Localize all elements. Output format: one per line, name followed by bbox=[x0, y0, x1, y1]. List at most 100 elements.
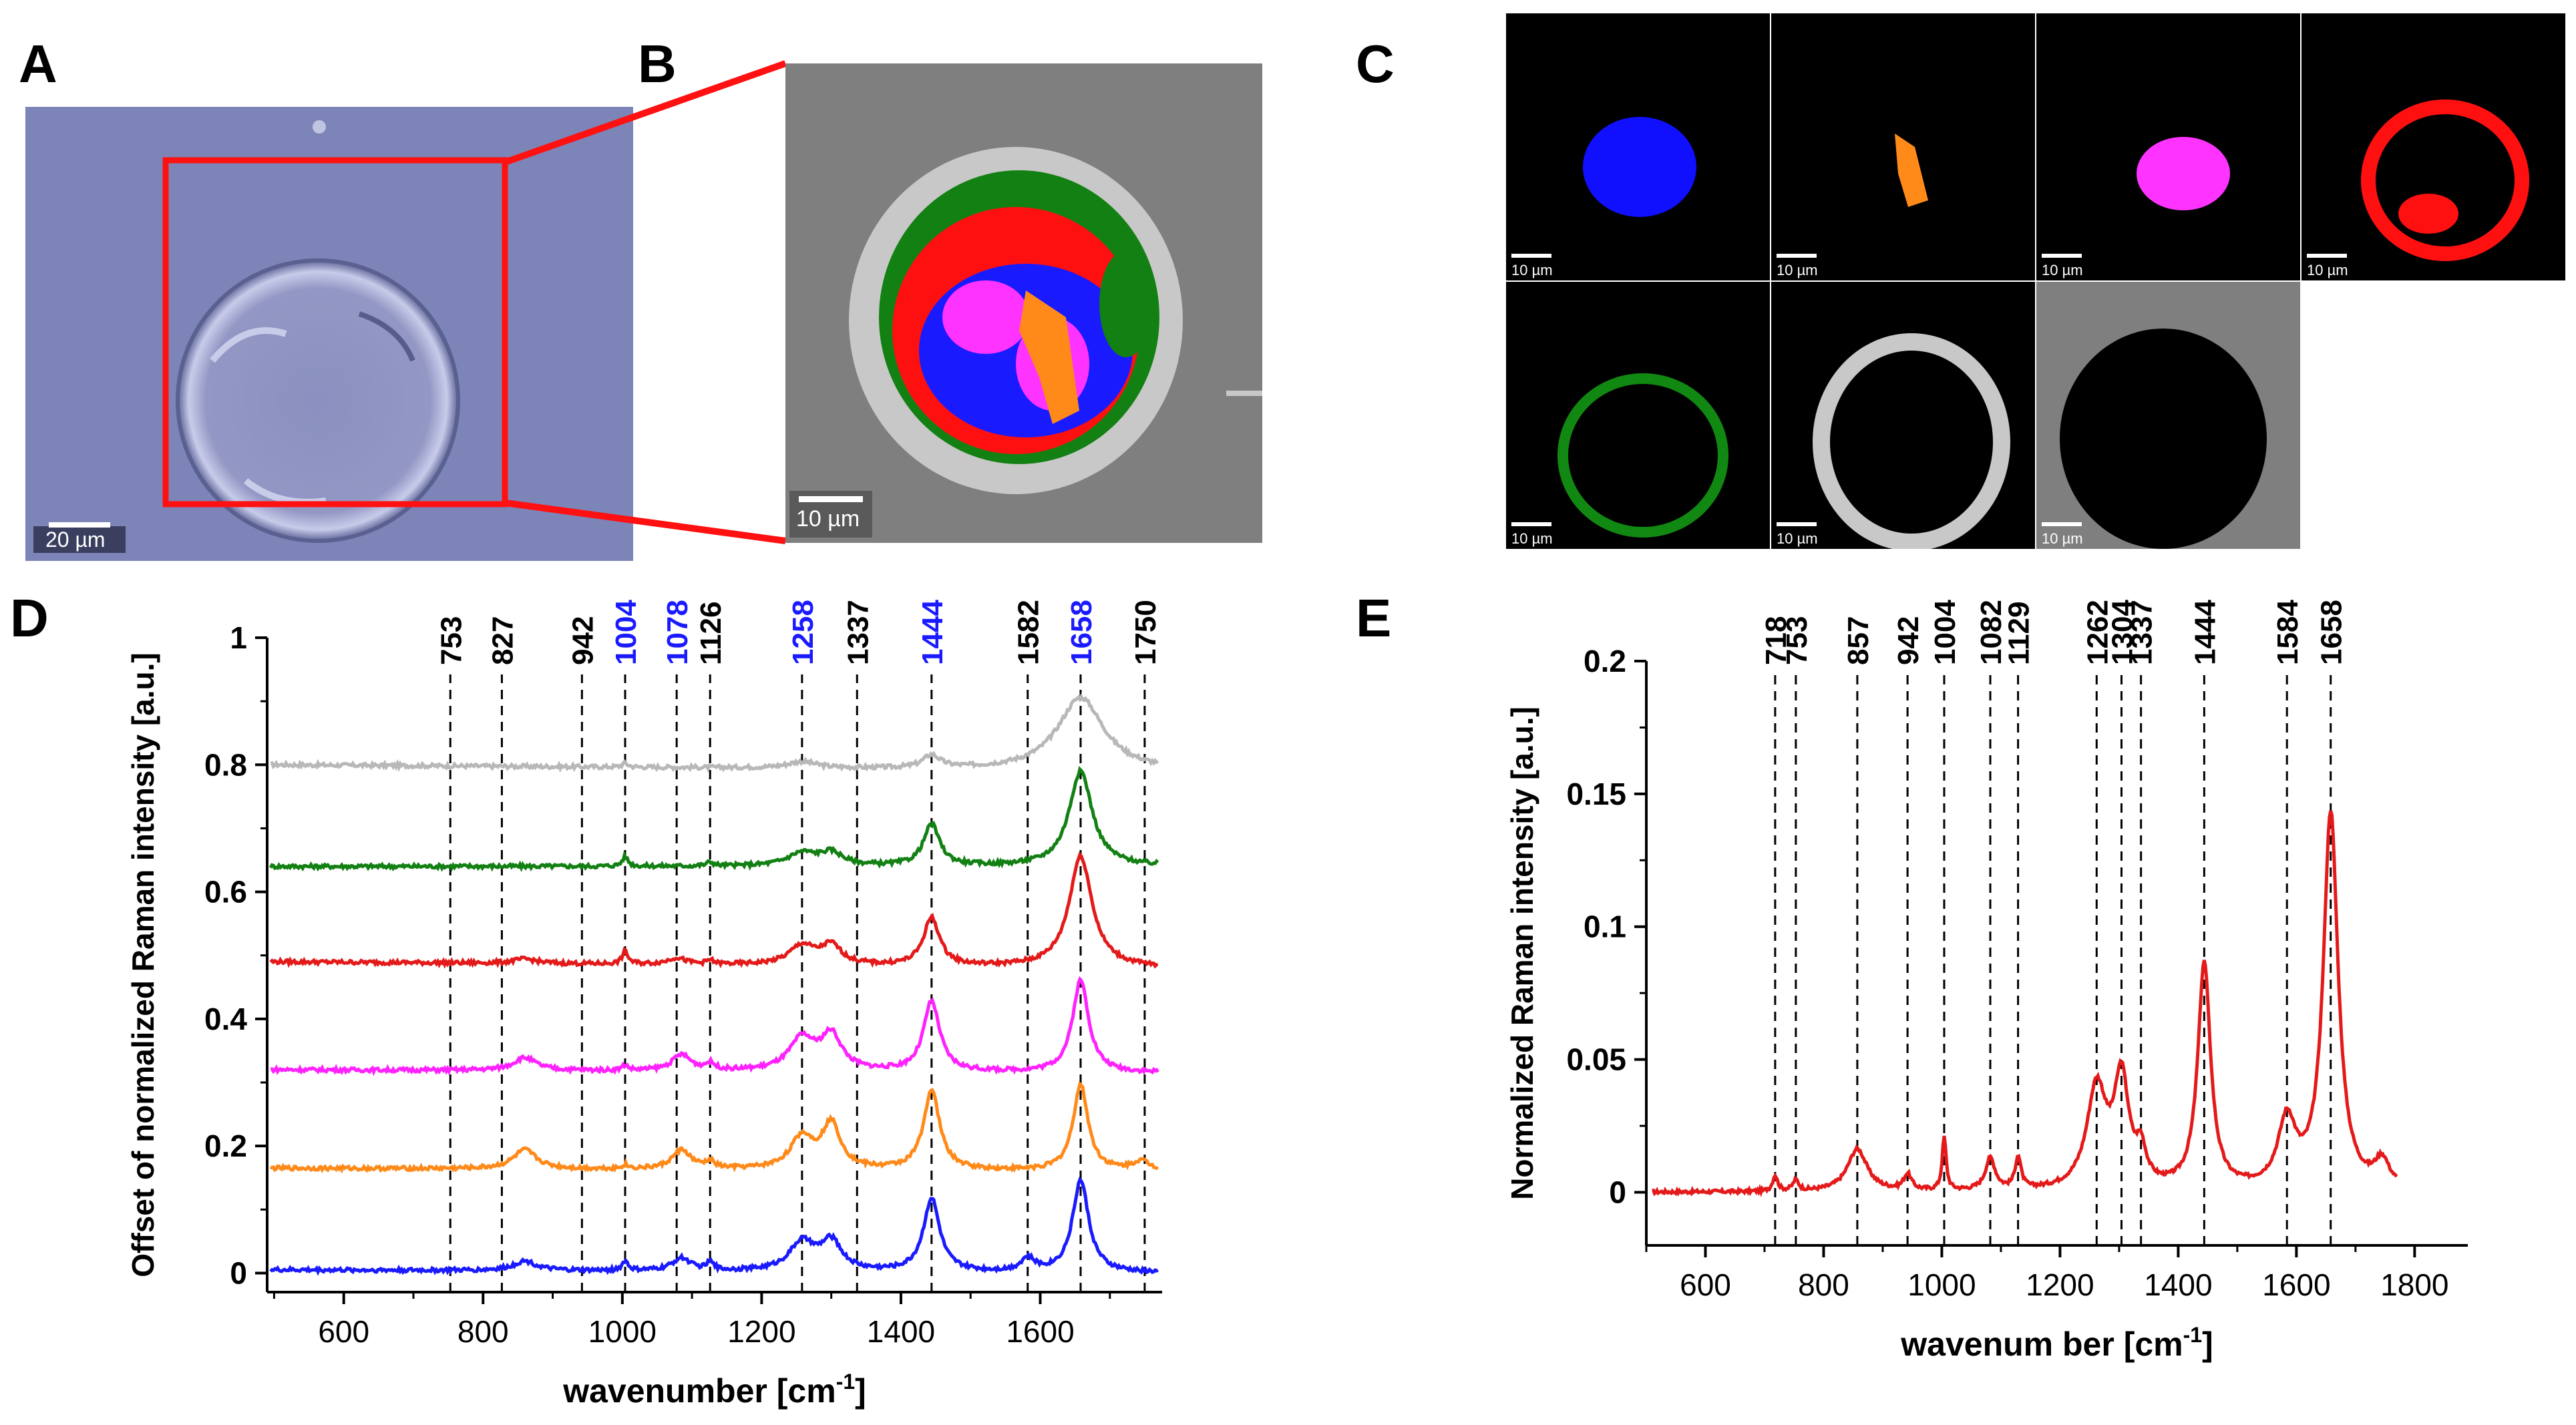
scale-bar bbox=[2042, 522, 2082, 526]
scale-bar bbox=[2042, 254, 2082, 258]
scale-bar-label: 10 µm bbox=[1511, 530, 1553, 547]
panel-letter-b: B bbox=[638, 34, 677, 93]
scale-bar bbox=[49, 522, 110, 528]
panel-letter-a: A bbox=[19, 34, 57, 93]
x-tick-label: 1800 bbox=[2380, 1267, 2448, 1302]
cluster-orange bbox=[1019, 290, 1079, 424]
peak-label: 718 bbox=[1760, 616, 1793, 665]
x-tick-label: 800 bbox=[1798, 1267, 1849, 1302]
y-tick-label: 0.4 bbox=[204, 1002, 247, 1036]
cluster-tiles: 10 µm 10 µm 10 µm 10 µm 10 µm 10 µm 10 µm bbox=[1506, 13, 2565, 549]
scale-bar bbox=[2307, 254, 2347, 258]
y-tick-label: 0.6 bbox=[204, 875, 247, 909]
x-tick-label: 1200 bbox=[727, 1314, 795, 1349]
series-orange-line bbox=[269, 1080, 1159, 1174]
brightfield-image: 20 µm bbox=[25, 107, 633, 561]
peak-label: 827 bbox=[486, 616, 519, 665]
scale-bar-label: 10 µm bbox=[1777, 530, 1818, 547]
peak-label: 753 bbox=[1781, 616, 1813, 665]
peak-label: 753 bbox=[435, 616, 468, 665]
y-tick-label: 0.15 bbox=[1566, 777, 1626, 811]
zoom-box bbox=[162, 157, 508, 507]
y-tick-label: 0.1 bbox=[1584, 909, 1626, 944]
x-tick-label: 1000 bbox=[588, 1314, 657, 1349]
scale-bar bbox=[1777, 254, 1817, 258]
peak-label: 1304 bbox=[2106, 600, 2139, 665]
peak-label: 1126 bbox=[695, 602, 727, 665]
peak-label: 1337 bbox=[2126, 600, 2159, 665]
x-tick-label: 1600 bbox=[1006, 1314, 1074, 1349]
scale-bar-label: 10 µm bbox=[1511, 262, 1553, 278]
peak-label: 1078 bbox=[661, 600, 694, 665]
peak-label: 1262 bbox=[2081, 600, 2114, 665]
peak-label: 1584 bbox=[2271, 600, 2304, 665]
scale-bar-label: 10 µm bbox=[1777, 262, 1818, 278]
peak-label: 1444 bbox=[916, 600, 949, 665]
cluster-magenta bbox=[942, 280, 1029, 354]
x-tick-label: 1400 bbox=[867, 1314, 935, 1349]
x-tick-label: 600 bbox=[1680, 1267, 1731, 1302]
scale-bar bbox=[1777, 522, 1817, 526]
y-tick-label: 0 bbox=[230, 1255, 247, 1290]
y-tick-label: 0.05 bbox=[1566, 1042, 1626, 1077]
panel-letter-e: E bbox=[1356, 588, 1392, 648]
cluster-tile-magenta-cluster: 10 µm bbox=[2036, 13, 2300, 280]
panel-letter-c: C bbox=[1356, 34, 1395, 93]
y-tick-label: 0.2 bbox=[204, 1129, 247, 1163]
peak-label: 1658 bbox=[1065, 600, 1098, 665]
chart-e: 600 800 1000 1200 1400 1600 1800 0 0.05 0.1 0.15 0.… bbox=[1505, 600, 2468, 1363]
scale-bar bbox=[1511, 254, 1551, 258]
x-tick-label: 1400 bbox=[2144, 1267, 2212, 1302]
scale-bar bbox=[799, 496, 863, 502]
x-tick-label: 600 bbox=[318, 1314, 369, 1349]
series-gray-line bbox=[270, 693, 1159, 773]
cell-drawing bbox=[33, 120, 508, 553]
panel-letter-d: D bbox=[10, 588, 49, 648]
cluster-map: 10 µm bbox=[785, 63, 1262, 543]
scale-bar-label: 10 µm bbox=[2042, 530, 2083, 547]
peak-label: 1004 bbox=[1929, 600, 1962, 665]
y-tick-label: 0.2 bbox=[1584, 644, 1626, 678]
peak-label: 1750 bbox=[1129, 600, 1162, 665]
series-green-line bbox=[268, 765, 1159, 872]
scale-bar bbox=[1511, 522, 1551, 526]
series-red-line bbox=[269, 851, 1159, 969]
peak-label: 1004 bbox=[610, 600, 642, 665]
series-red-line bbox=[1652, 810, 2398, 1197]
peak-label: 1258 bbox=[787, 600, 819, 665]
x-tick-label: 1000 bbox=[1907, 1267, 1976, 1302]
y-axis-label: Normalized Raman intensity [a.u.] bbox=[1505, 706, 1539, 1200]
scale-bar-label-a: 20 µm bbox=[45, 528, 106, 552]
cluster-tile-light-gray-cluster: 10 µm bbox=[1771, 282, 2035, 549]
series-blue-line bbox=[269, 1176, 1159, 1276]
peak-label: 1658 bbox=[2316, 600, 2348, 665]
scale-bar-label: 10 µm bbox=[2042, 262, 2083, 278]
y-tick-label: 0.8 bbox=[204, 747, 247, 782]
cluster-tile-orange-cluster: 10 µm bbox=[1771, 13, 2035, 280]
y-axis-label: Offset of normalized Raman intensity [a.… bbox=[126, 652, 160, 1277]
x-axis-label: wavenumber [cm-1] bbox=[562, 1370, 866, 1410]
cluster-tile-green-cluster: 10 µm bbox=[1506, 282, 1770, 549]
scale-bar-label-b: 10 µm bbox=[796, 506, 860, 532]
cluster-tile-blue-cluster: 10 µm bbox=[1506, 13, 1770, 280]
peak-label: 942 bbox=[1892, 616, 1925, 665]
peak-label: 942 bbox=[566, 616, 599, 665]
peak-label: 857 bbox=[1842, 616, 1875, 665]
peak-label: 1082 bbox=[1975, 600, 2008, 665]
cluster-tile-red-cluster: 10 µm bbox=[2302, 13, 2565, 280]
cluster-tile-background-cluster: 10 µm bbox=[2036, 282, 2300, 549]
series-magenta-line bbox=[270, 976, 1159, 1076]
x-axis-label: wavenum ber [cm-1] bbox=[1900, 1323, 2213, 1363]
y-tick-label: 0 bbox=[1609, 1175, 1626, 1209]
scale-bar-label: 10 µm bbox=[2307, 262, 2348, 278]
peak-label: 1337 bbox=[842, 600, 874, 665]
x-tick-label: 1600 bbox=[2262, 1267, 2330, 1302]
peak-label: 1129 bbox=[2003, 602, 2036, 665]
peak-label: 1444 bbox=[2189, 600, 2221, 665]
x-tick-label: 1200 bbox=[2026, 1267, 2094, 1302]
zoom-lines bbox=[504, 60, 787, 544]
peak-label: 1582 bbox=[1013, 600, 1045, 665]
x-tick-label: 800 bbox=[457, 1314, 509, 1349]
y-tick-label: 1 bbox=[230, 620, 247, 655]
chart-d: 600 800 1000 1200 1400 1600 0 0.2 0.4 0.6 0.8 1 wave… bbox=[126, 600, 1162, 1410]
